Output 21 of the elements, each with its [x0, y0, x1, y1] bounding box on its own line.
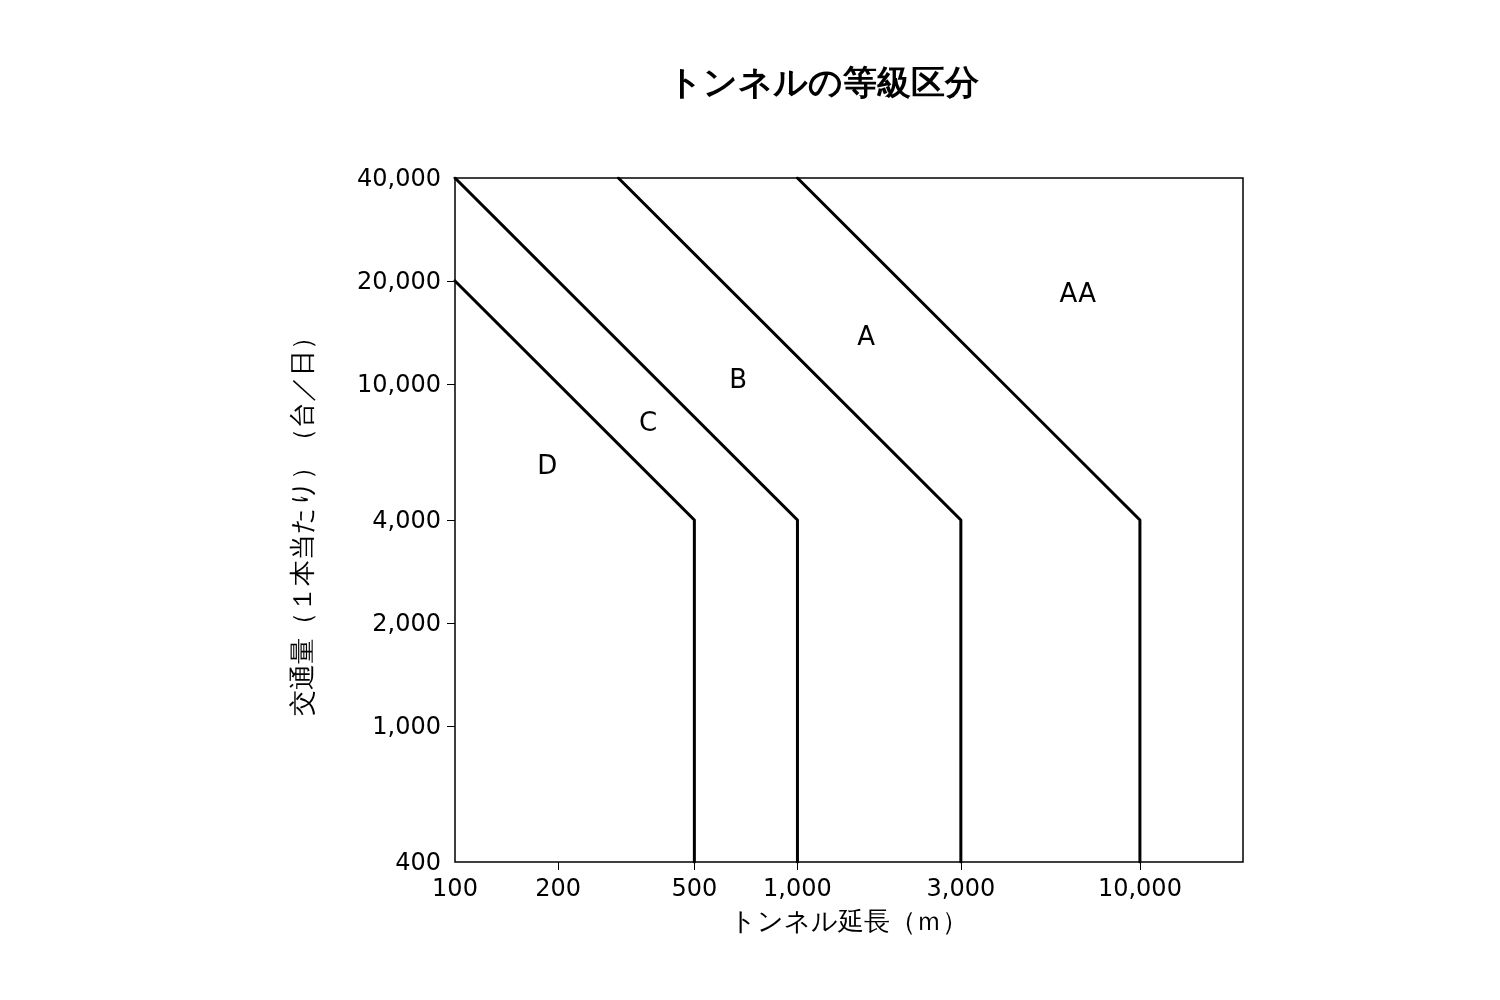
annotation: A	[857, 321, 876, 351]
annotation: AA	[1059, 277, 1097, 308]
y-axis-title: 交通量（１本当たり）（台／日）	[287, 324, 317, 716]
x-tick-label: 1,000	[763, 874, 832, 902]
y-tick-label: 4,000	[372, 506, 441, 534]
annotation: D	[537, 450, 558, 481]
y-tick-label: 20,000	[357, 266, 441, 295]
y-tick-label: 400	[395, 848, 441, 876]
y-tick-label: 1,000	[372, 711, 441, 740]
x-tick-label: 10,000	[1097, 874, 1182, 902]
annotation: B	[729, 364, 747, 395]
x-tick-label: 200	[535, 874, 581, 902]
y-tick-label: 40,000	[357, 164, 441, 192]
x-axis-title: トンネル延長（ｍ）	[730, 906, 968, 936]
x-tick-label: 100	[432, 874, 478, 902]
x-tick-label: 3,000	[926, 874, 996, 902]
annotation: C	[638, 407, 658, 438]
y-tick-label: 2,000	[372, 608, 441, 637]
x-tick-label: 500	[671, 874, 718, 902]
y-tick-label: 10,000	[357, 369, 441, 398]
chart-title: トンネルの等級区分	[667, 62, 979, 102]
